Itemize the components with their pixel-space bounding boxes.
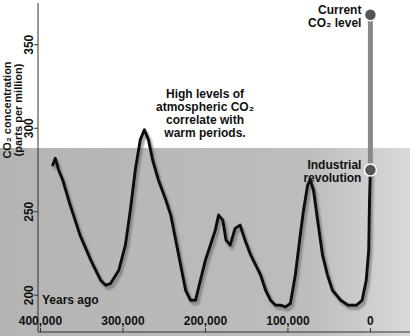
x-tick-label: 0 bbox=[367, 314, 374, 328]
y-tick-label: 300 bbox=[22, 118, 36, 138]
x-tick bbox=[205, 328, 206, 332]
annotation-note-line: High levels of bbox=[166, 87, 245, 101]
annotation-note-line: warm periods. bbox=[163, 126, 245, 140]
annotation-note-line: correlate with bbox=[166, 113, 244, 127]
annotation-note: High levels ofatmospheric CO₂correlate w… bbox=[156, 87, 254, 140]
y-tick-label: 200 bbox=[22, 285, 36, 305]
x-tick bbox=[40, 328, 41, 332]
marker-label: Industrialrevolution bbox=[303, 158, 361, 185]
marker bbox=[364, 9, 376, 21]
x-tick bbox=[122, 328, 123, 332]
marker-label-line: revolution bbox=[303, 171, 361, 185]
x-tick-label: 400,000 bbox=[19, 314, 63, 328]
co2-curve bbox=[53, 130, 371, 307]
page: {"chart_data": { "type": "line", "y_labe… bbox=[0, 0, 410, 336]
marker-label-line: Current bbox=[318, 3, 361, 17]
x-tick bbox=[287, 328, 288, 332]
y-tick-label: 350 bbox=[22, 34, 36, 54]
y-axis-title-line: (parts per million) bbox=[12, 63, 24, 156]
x-axis-line bbox=[38, 332, 410, 333]
plot-area bbox=[53, 9, 377, 307]
marker-label: CurrentCO₂ level bbox=[308, 3, 361, 30]
marker-label-line: CO₂ level bbox=[308, 16, 361, 30]
annotation-note-line: atmospheric CO₂ bbox=[156, 100, 254, 114]
x-axis-title: Years ago bbox=[42, 293, 99, 307]
y-axis-line bbox=[38, 3, 39, 332]
x-tick-label: 200,000 bbox=[184, 314, 228, 328]
chart: 200 250 300 350 CO₂ concentration(parts per … bbox=[0, 0, 410, 336]
x-tick-label: 100,000 bbox=[266, 314, 310, 328]
y-axis-title: CO₂ concentration(parts per million) bbox=[1, 61, 24, 158]
connector-line bbox=[368, 15, 373, 170]
y-tick-label: 250 bbox=[22, 201, 36, 221]
x-tick bbox=[370, 328, 371, 332]
x-tick-label: 300,000 bbox=[101, 314, 145, 328]
marker bbox=[364, 164, 376, 176]
marker-label-line: Industrial bbox=[307, 158, 361, 172]
